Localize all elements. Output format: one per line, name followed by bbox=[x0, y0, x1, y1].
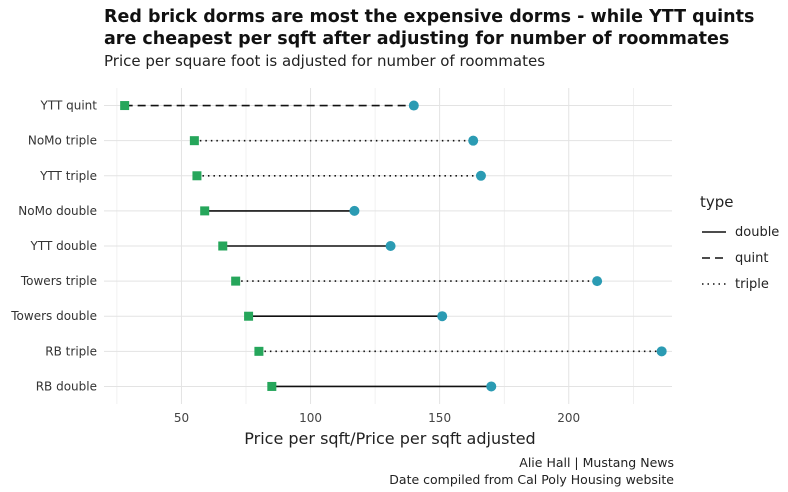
y-tick-label: RB double bbox=[36, 379, 97, 393]
price-point bbox=[437, 311, 448, 322]
price-point bbox=[468, 135, 479, 146]
y-tick-label: YTT double bbox=[30, 239, 98, 253]
adjusted-price-point bbox=[192, 171, 202, 181]
x-tick-label: 50 bbox=[174, 411, 189, 425]
y-tick-label: RB triple bbox=[45, 344, 97, 358]
legend-label-double: double bbox=[735, 225, 779, 240]
x-axis-title: Price per sqft/Price per sqft adjusted bbox=[244, 429, 535, 448]
y-tick-label: YTT quint bbox=[40, 99, 98, 113]
y-tick-label: NoMo triple bbox=[28, 134, 97, 148]
price-point bbox=[486, 381, 497, 392]
legend-label-quint: quint bbox=[735, 251, 768, 266]
legend: type double quint triple bbox=[700, 193, 779, 292]
legend-label-triple: triple bbox=[735, 277, 769, 292]
price-point bbox=[385, 241, 396, 251]
x-tick-label: 100 bbox=[299, 411, 322, 425]
y-tick-label: Towers triple bbox=[20, 274, 97, 288]
adjusted-price-point bbox=[218, 241, 228, 251]
segment-layer bbox=[124, 104, 662, 388]
point-layer bbox=[120, 100, 667, 392]
adjusted-price-point bbox=[189, 136, 199, 146]
legend-title: type bbox=[700, 193, 734, 211]
adjusted-price-point bbox=[120, 101, 130, 111]
y-tick-label: NoMo double bbox=[18, 204, 97, 218]
caption-credit: Alie Hall | Mustang News bbox=[519, 455, 674, 470]
price-point bbox=[408, 100, 419, 111]
y-tick-label: YTT triple bbox=[39, 169, 97, 183]
adjusted-price-point bbox=[231, 276, 241, 286]
legend-entries: double quint triple bbox=[702, 225, 779, 292]
x-tick-label: 200 bbox=[557, 411, 580, 425]
label-layer: 50 100 150 200 YTT quint NoMo triple YTT tripl… bbox=[10, 99, 580, 425]
y-tick-label: Towers double bbox=[10, 309, 97, 323]
chart-subtitle: Price per square foot is adjusted for nu… bbox=[104, 52, 546, 70]
price-point bbox=[475, 170, 486, 181]
x-tick-label: 150 bbox=[428, 411, 451, 425]
adjusted-price-point bbox=[254, 346, 264, 356]
adjusted-price-point bbox=[267, 381, 277, 391]
adjusted-price-point bbox=[244, 311, 254, 321]
chart-title: Red brick dorms are most the expensive d… bbox=[104, 7, 755, 49]
price-point bbox=[592, 276, 603, 287]
adjusted-price-point bbox=[200, 206, 210, 216]
price-point bbox=[349, 205, 360, 216]
caption-source: Date compiled from Cal Poly Housing webs… bbox=[389, 472, 674, 487]
price-point bbox=[656, 346, 667, 357]
